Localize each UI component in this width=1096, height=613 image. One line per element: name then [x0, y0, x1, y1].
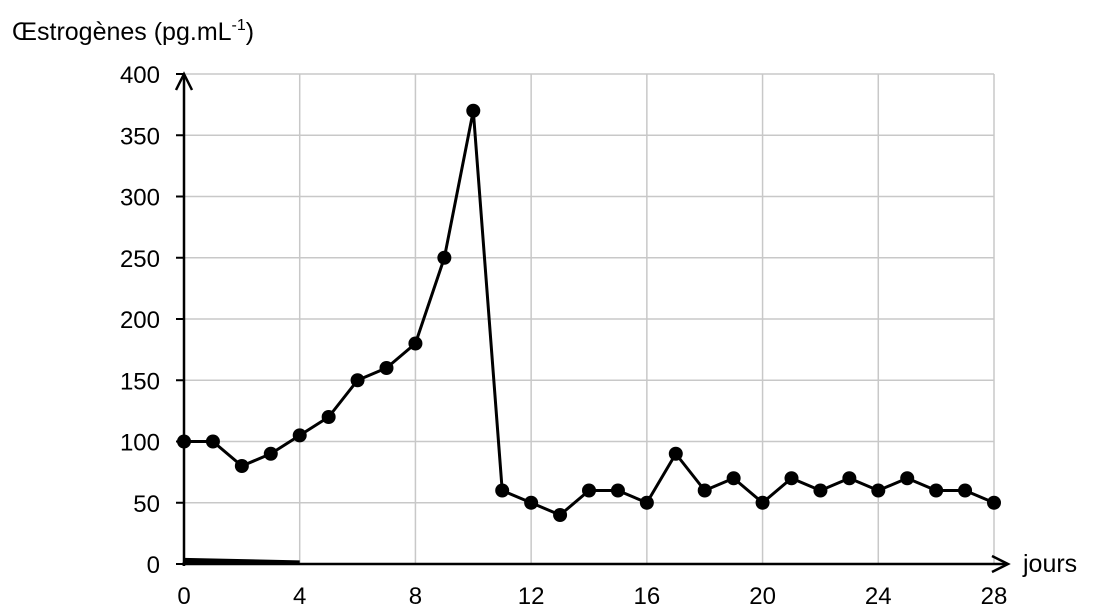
- data-point: [668, 446, 683, 461]
- y-tick-label: 100: [120, 430, 160, 457]
- data-point: [350, 373, 365, 388]
- x-axis-label: jours: [1022, 550, 1077, 578]
- data-point: [263, 446, 278, 461]
- data-point: [639, 495, 654, 510]
- x-tick-label: 4: [293, 583, 306, 610]
- x-tick-labels: 0 4 8 12 16 20 24 28: [177, 583, 1007, 610]
- data-point: [929, 483, 944, 498]
- data-point: [871, 483, 886, 498]
- data-point: [177, 434, 191, 449]
- y-axis-label: Œstrogènes (pg.mL-1): [12, 17, 254, 46]
- data-point: [987, 495, 1001, 510]
- grid: [184, 73, 995, 564]
- series-line: [184, 109, 995, 517]
- x-tick-label: 20: [749, 583, 776, 610]
- data-point: [958, 483, 973, 498]
- data-point: [900, 471, 915, 486]
- y-tick-label: 0: [147, 552, 160, 579]
- x-tick-label: 16: [634, 583, 661, 610]
- data-point: [726, 471, 741, 486]
- y-tick-label: 400: [120, 62, 160, 89]
- y-tick-label: 350: [120, 123, 160, 150]
- y-axis-arrow: [174, 71, 194, 91]
- data-point: [784, 471, 799, 486]
- data-point: [582, 483, 596, 498]
- data-point: [321, 410, 336, 424]
- data-point: [755, 495, 770, 510]
- series-estrogenes: [177, 103, 1001, 522]
- data-point: [842, 471, 857, 486]
- data-point: [813, 483, 828, 498]
- period-bar: [184, 557, 300, 564]
- x-tick-label: 28: [981, 583, 1008, 610]
- data-point: [408, 336, 423, 351]
- data-point: [697, 483, 712, 498]
- y-tick-labels: 0 50 100 150 200 250 300 350 400: [120, 62, 160, 579]
- y-tick-label: 200: [120, 307, 160, 334]
- y-tick-label: 50: [133, 491, 160, 518]
- y-tick-label: 300: [120, 185, 160, 212]
- x-tick-label: 12: [518, 583, 545, 610]
- x-tick-label: 24: [865, 583, 892, 610]
- data-point: [205, 434, 220, 449]
- x-axis-arrow: [991, 554, 1011, 574]
- x-tick-label: 8: [409, 583, 422, 610]
- axes: [174, 71, 1011, 574]
- y-tick-label: 250: [120, 246, 160, 273]
- data-point: [234, 459, 249, 473]
- data-point: [379, 361, 394, 375]
- y-tick-label: 150: [120, 368, 160, 395]
- data-point: [466, 103, 481, 118]
- data-point: [524, 495, 539, 510]
- data-point: [610, 483, 625, 498]
- data-point: [495, 483, 510, 498]
- data-point: [553, 508, 568, 522]
- data-point: [437, 250, 452, 265]
- data-point: [292, 428, 307, 443]
- x-tick-label: 0: [177, 583, 190, 610]
